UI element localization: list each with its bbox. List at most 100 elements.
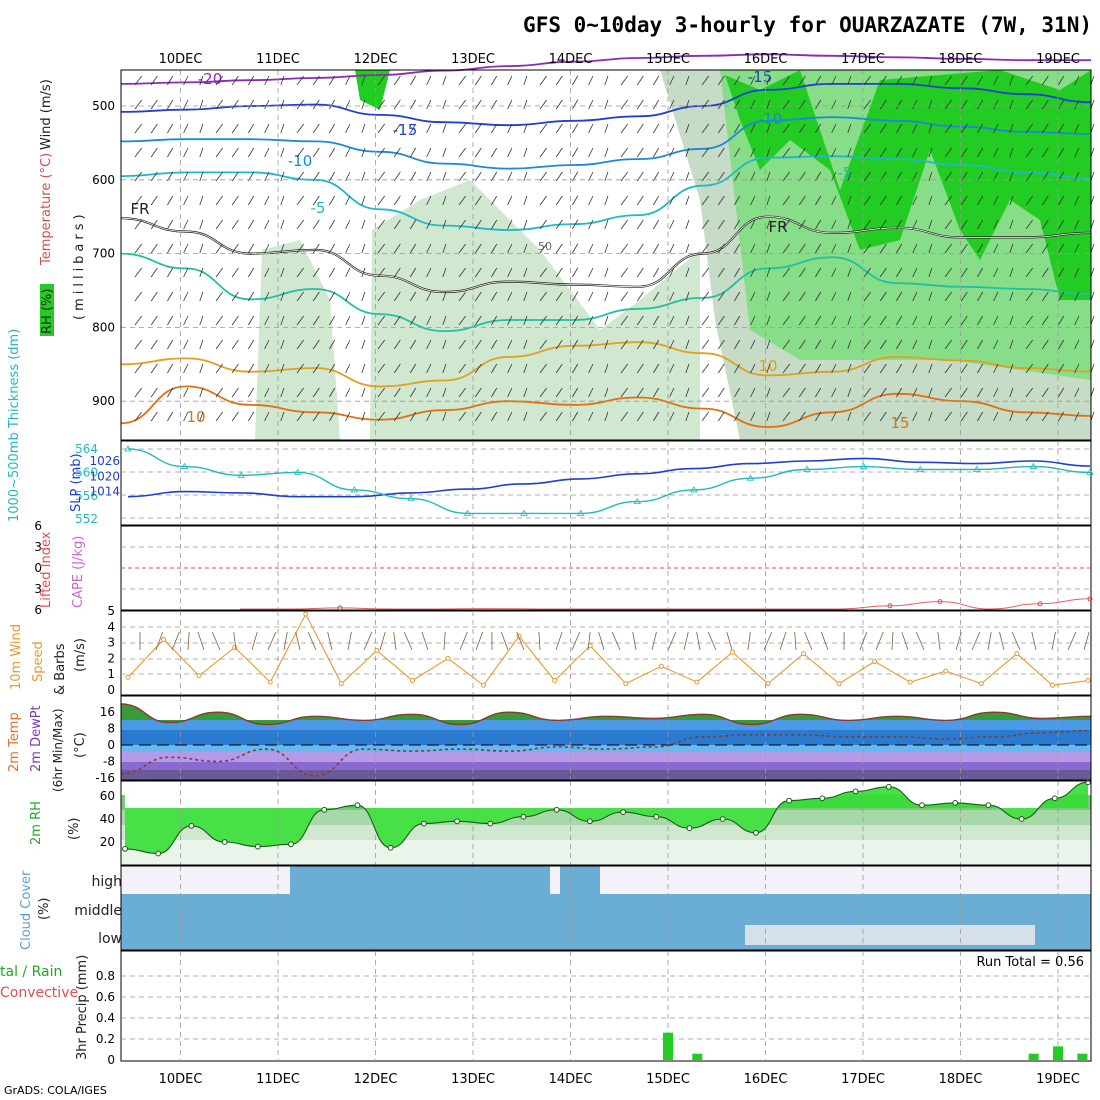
upper-barb — [523, 267, 528, 278]
upper-barb — [426, 315, 432, 326]
rh-grid — [180, 781, 1059, 865]
thickness-marker — [520, 509, 528, 516]
rh-marker — [620, 809, 627, 815]
upper-barb — [798, 315, 806, 326]
upper-barb — [410, 75, 417, 86]
upper-barb — [750, 75, 756, 86]
upper-barb — [312, 123, 320, 134]
upper-barb — [604, 387, 609, 398]
cloud-block — [121, 894, 741, 922]
rh-mask — [125, 781, 1088, 854]
surface-barb — [555, 631, 563, 651]
surface-barb — [327, 631, 333, 651]
upper-barb — [507, 339, 513, 350]
upper-barb — [782, 387, 791, 398]
upper-barb — [636, 387, 644, 398]
upper-barb — [215, 195, 224, 206]
surface-barb — [999, 631, 1005, 651]
upper-barb — [798, 99, 806, 110]
ylabel-thickness: 1000~500mb Thickness (dm) — [7, 329, 22, 522]
upper-barb — [442, 411, 447, 422]
upper-barb — [264, 267, 270, 278]
upper-barb — [636, 291, 644, 302]
upper-barb — [944, 123, 953, 134]
upper-barb — [507, 195, 513, 206]
upper-barb — [1025, 219, 1034, 230]
upper-barb — [410, 243, 417, 254]
temp2m-panel: 16 8 0 -8 -16 2m Temp 2m DewPt (6hr Min/Max)… — [7, 695, 1092, 792]
upper-barb — [847, 75, 852, 86]
wind-marker — [801, 651, 807, 657]
upper-barb — [960, 387, 968, 398]
upper-barb — [685, 363, 690, 374]
upper-barb — [329, 387, 336, 398]
upper-barb — [766, 411, 771, 422]
rh-marker — [553, 806, 560, 813]
tick-label: 1026 — [89, 454, 120, 468]
upper-barb — [134, 123, 143, 134]
upper-barb — [280, 219, 285, 230]
date-axis: 10DEC 10DEC 11DEC 11DEC 12DEC 12DEC 13DEC 13DEC… — [159, 52, 1080, 1087]
upper-barb — [183, 147, 189, 158]
upper-barb — [280, 99, 285, 110]
upper-barb — [653, 339, 660, 350]
upper-barb — [847, 291, 852, 302]
upper-barb — [734, 243, 741, 254]
upper-barb — [701, 411, 710, 422]
upper-barb — [183, 291, 189, 302]
upper-barb — [604, 219, 609, 230]
upper-barb — [458, 123, 467, 134]
rh-marker — [487, 820, 494, 827]
rh-marker — [1051, 795, 1058, 802]
tick-label: 0 — [107, 738, 115, 752]
upper-barb — [507, 387, 513, 398]
upper-barb — [361, 363, 366, 374]
upper-barb — [361, 387, 366, 398]
thickness-marker — [576, 509, 585, 516]
upper-barb — [215, 411, 224, 422]
upper-barb — [653, 123, 660, 134]
upper-barb — [134, 99, 143, 110]
dewpoint-line — [120, 729, 1092, 777]
upper-barb — [1025, 243, 1034, 254]
surface-barb — [307, 631, 317, 651]
upper-barb — [539, 99, 548, 110]
upper-barb — [410, 363, 417, 374]
upper-barb — [701, 291, 710, 302]
ylabel-rh-pct: (%) — [67, 818, 82, 841]
upper-barb — [944, 291, 953, 302]
upper-barb — [944, 315, 953, 326]
upper-barb — [604, 267, 609, 278]
upper-barb — [231, 387, 239, 398]
upper-barb — [782, 75, 791, 86]
upper-barb — [183, 99, 189, 110]
upper-barb — [231, 315, 239, 326]
wind-marker — [765, 681, 771, 687]
upper-barb — [782, 195, 791, 206]
upper-barb — [701, 339, 710, 350]
upper-barb — [1009, 171, 1014, 182]
upper-barb — [572, 147, 579, 158]
upper-barb — [863, 291, 872, 302]
upper-barb — [264, 315, 270, 326]
surface-barb — [403, 631, 413, 651]
upper-barb — [815, 195, 822, 206]
tick-label: 552 — [75, 512, 98, 526]
upper-barb — [669, 291, 675, 302]
upper-barb — [701, 219, 710, 230]
upper-barb — [491, 123, 498, 134]
upper-barb — [620, 315, 629, 326]
upper-barb — [798, 75, 806, 86]
upper-barb — [183, 339, 189, 350]
upper-barb — [539, 363, 548, 374]
date-label-bottom: 19DEC — [1036, 1072, 1080, 1087]
upper-barb — [231, 339, 239, 350]
tick-label: 500 — [92, 99, 115, 113]
upper-barb — [815, 363, 822, 374]
upper-barb — [426, 123, 432, 134]
upper-barb — [993, 387, 999, 398]
upper-barb — [248, 219, 255, 230]
upper-barb — [977, 123, 984, 134]
upper-barb — [312, 411, 320, 422]
upper-barb — [750, 411, 756, 422]
